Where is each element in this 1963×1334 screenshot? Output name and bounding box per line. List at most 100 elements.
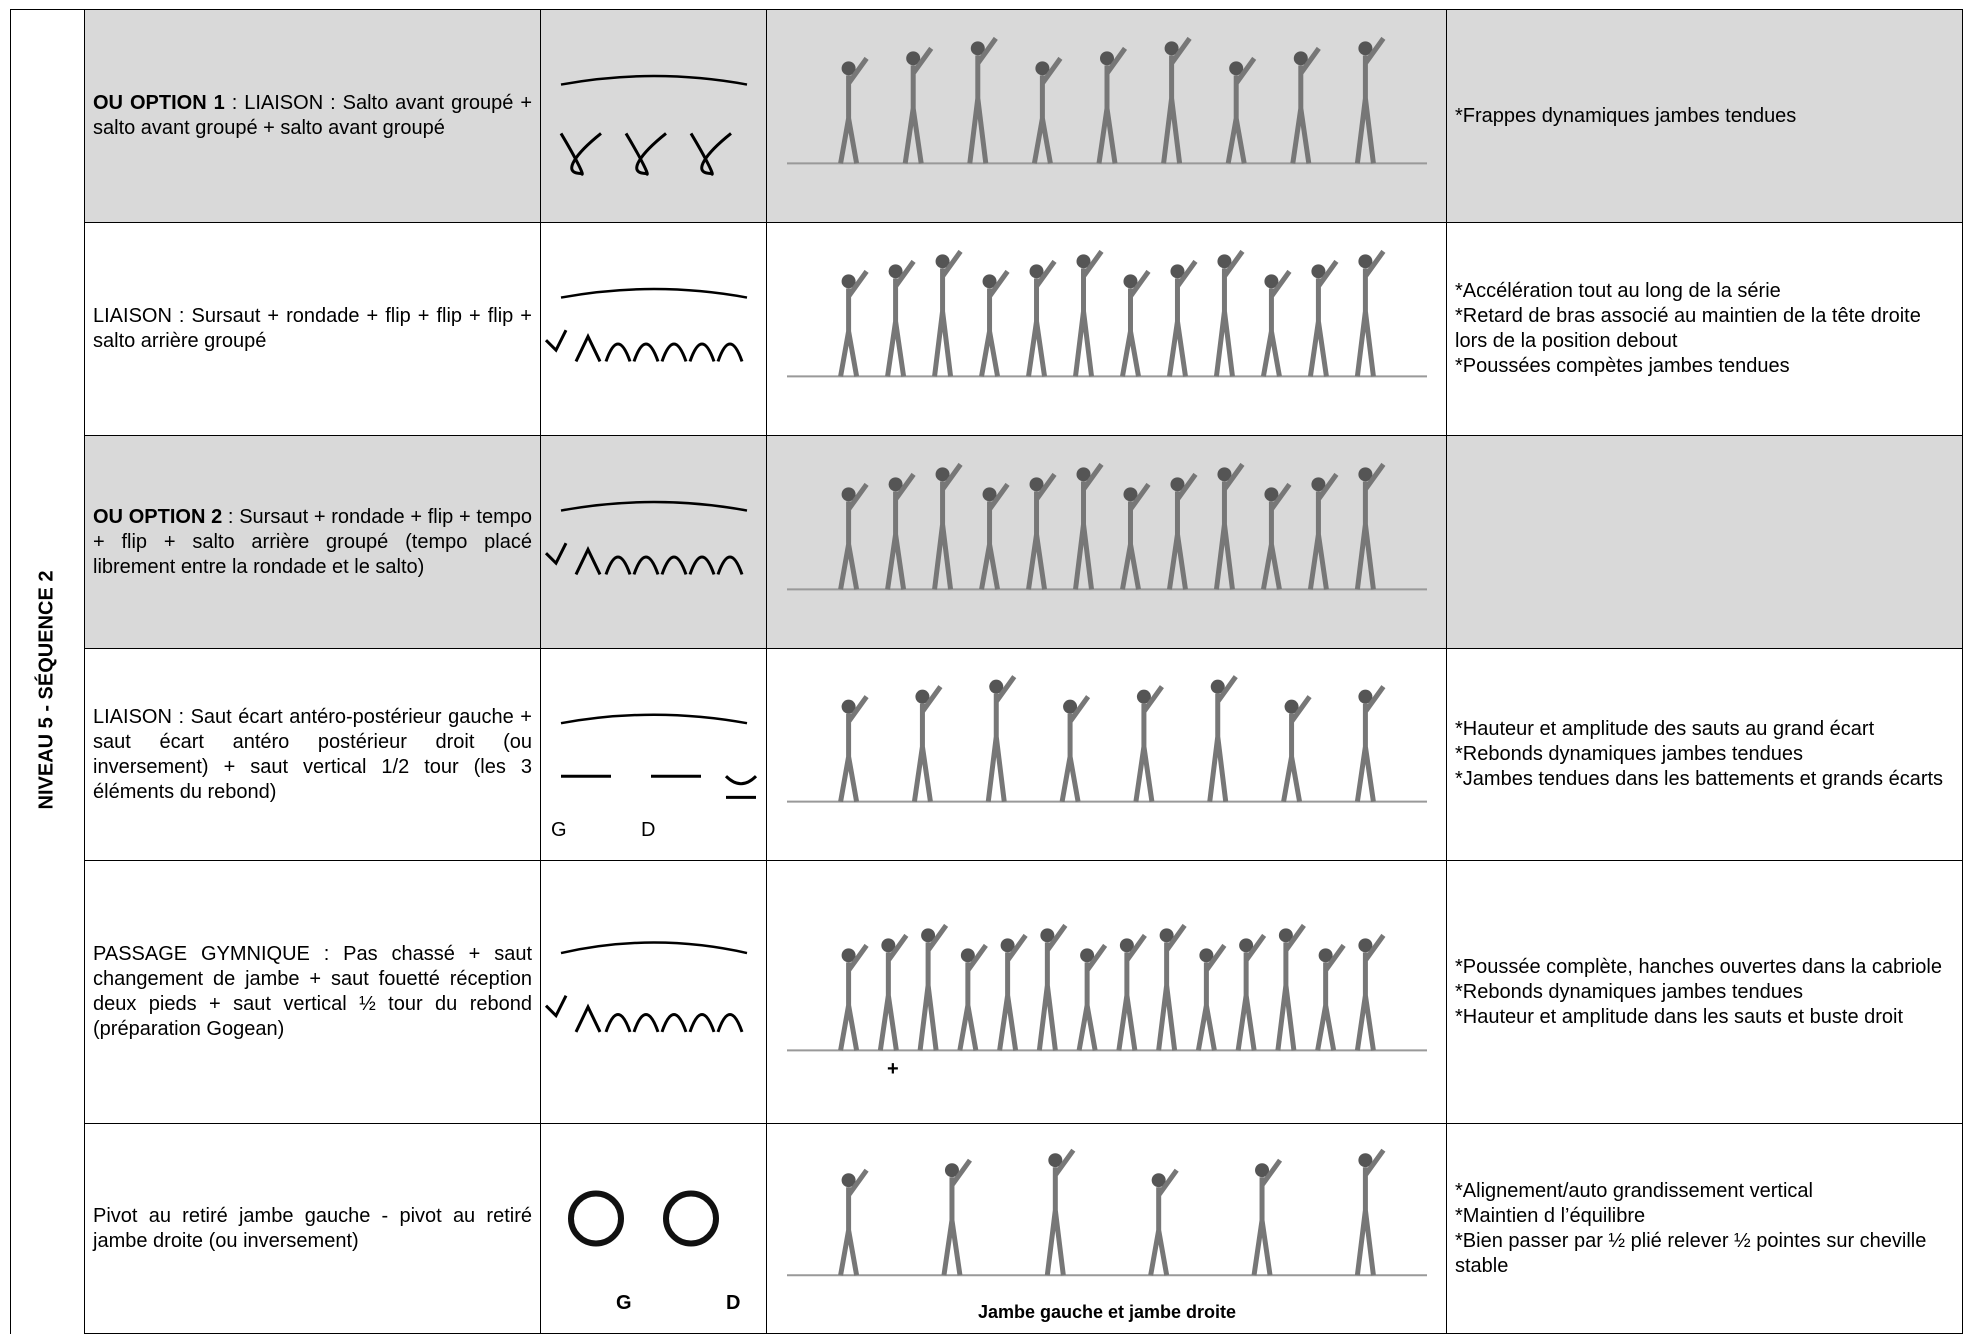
- figure-head: [1358, 41, 1373, 56]
- criterion: *Accélération tout au long de la série: [1455, 280, 1781, 302]
- description-cell: Pivot au retiré jambe gauche - pivot au …: [85, 1124, 541, 1334]
- symbol-drawing: [544, 287, 748, 363]
- figure-body: [1031, 56, 1063, 164]
- figure-head: [841, 1173, 856, 1188]
- figure-body: [1275, 923, 1306, 1051]
- figure-head: [1264, 274, 1279, 289]
- description-text: LIAISON : Sursaut + rondade + flip + fli…: [93, 305, 532, 352]
- figure-head: [1136, 689, 1151, 704]
- figure-body: [1076, 943, 1108, 1051]
- figure-head: [1040, 928, 1055, 943]
- figure-body: [1354, 462, 1386, 590]
- figure-body: [1116, 933, 1147, 1051]
- figure-head: [960, 948, 975, 963]
- figure-head: [982, 487, 997, 502]
- figure-head: [1318, 948, 1333, 963]
- symbol-circle: [568, 1190, 624, 1247]
- figure-body: [967, 36, 998, 164]
- figure-head: [1284, 699, 1299, 714]
- figure-head: [1035, 61, 1050, 76]
- figure-head: [1358, 254, 1373, 269]
- image-cell: [767, 436, 1447, 649]
- figure-body: [838, 695, 869, 803]
- figure-head: [921, 928, 936, 943]
- figure-head: [906, 51, 921, 66]
- figure-head: [1029, 264, 1044, 279]
- figure-body: [932, 462, 963, 590]
- figure-body: [1354, 1148, 1386, 1276]
- figure-body: [1148, 1168, 1179, 1276]
- figure-body: [957, 943, 988, 1051]
- symbol-label: D: [726, 1292, 741, 1314]
- figure-head: [1255, 1163, 1270, 1178]
- symbol-label: G: [616, 1292, 632, 1314]
- description: LIAISON : Sursaut + rondade + flip + fli…: [93, 304, 532, 354]
- figure-head: [841, 699, 856, 714]
- figure-body: [838, 56, 869, 164]
- figure-head: [1123, 487, 1138, 502]
- figure-head: [935, 254, 950, 269]
- description: OU OPTION 2 : Sursaut + rondade + flip +…: [93, 505, 532, 580]
- figure-body: [1044, 1148, 1076, 1276]
- description: PASSAGE GYMNIQUE : Pas chassé + saut cha…: [93, 942, 532, 1042]
- figure-body: [1260, 269, 1292, 377]
- illustration: [787, 675, 1427, 803]
- figure-body: [1166, 259, 1198, 377]
- description-cell: LIAISON : Sursaut + rondade + flip + fli…: [85, 223, 541, 436]
- figure-body: [1133, 685, 1164, 802]
- figure-head: [1170, 477, 1185, 492]
- criterion: *Rebonds dynamiques jambes tendues: [1455, 743, 1803, 765]
- image-cell: [767, 649, 1447, 861]
- figure-head: [1239, 938, 1254, 953]
- top-border: [10, 9, 1963, 10]
- criterion: *Maintien d l’équilibre: [1455, 1204, 1646, 1227]
- figure-body: [838, 269, 869, 377]
- figure-head: [1229, 61, 1244, 76]
- symbol-label: D: [641, 818, 656, 841]
- description-cell: LIAISON : Saut écart antéro-postérieur g…: [85, 649, 541, 861]
- symbol-glyph: [559, 132, 732, 176]
- figure-body: [838, 482, 869, 590]
- figure-head: [1048, 1153, 1063, 1168]
- criterion: *Frappes dynamiques jambes tendues: [1455, 104, 1797, 127]
- description-bold: OU OPTION 2: [93, 505, 223, 528]
- figure-body: [885, 472, 916, 590]
- side-label: NIVEAU 5 - SÉQUENCE 2: [35, 570, 58, 810]
- figure-body: [1059, 695, 1091, 803]
- figure-head: [935, 467, 950, 482]
- figure-head: [1278, 928, 1293, 943]
- description-bold: OU OPTION 1: [93, 92, 225, 114]
- figure-head: [1199, 948, 1214, 963]
- figure-body: [979, 482, 1010, 590]
- criteria: *Poussée complète, hanches ouvertes dans…: [1447, 955, 1950, 1030]
- symbol-glyph: [544, 542, 744, 576]
- symbol-arc: [560, 941, 748, 955]
- figure-head: [1029, 477, 1044, 492]
- figure-head: [1080, 948, 1095, 963]
- description-cell: OU OPTION 2 : Sursaut + rondade + flip +…: [85, 436, 541, 649]
- figure-head: [1311, 264, 1326, 279]
- figure-head: [1119, 938, 1134, 953]
- figure-body: [1166, 472, 1198, 590]
- description: LIAISON : Saut écart antéro-postérieur g…: [93, 705, 532, 805]
- description-cell: OU OPTION 1 : LIAISON : Salto avant grou…: [85, 10, 541, 223]
- figure-body: [1307, 472, 1339, 590]
- figure-body: [838, 943, 869, 1051]
- figure-body: [1026, 259, 1057, 377]
- figure-body: [932, 249, 963, 377]
- symbol-cell: [541, 1124, 767, 1334]
- figure-head: [1170, 264, 1185, 279]
- figure-head: [989, 679, 1004, 694]
- symbol-arc: [560, 74, 748, 86]
- figure-body: [1207, 675, 1238, 802]
- figure-body: [1073, 462, 1104, 590]
- description: Pivot au retiré jambe gauche - pivot au …: [93, 1204, 532, 1254]
- figure-head: [1311, 477, 1326, 492]
- symbol-drawing: [544, 941, 748, 1033]
- figure-body: [1354, 933, 1386, 1051]
- criterion: *Retard de bras associé au maintien de l…: [1455, 305, 1921, 352]
- symbol-arc: [560, 500, 748, 512]
- criterion: *Hauteur et amplitude dans les sauts et …: [1455, 1005, 1904, 1028]
- figure-body: [1156, 923, 1187, 1051]
